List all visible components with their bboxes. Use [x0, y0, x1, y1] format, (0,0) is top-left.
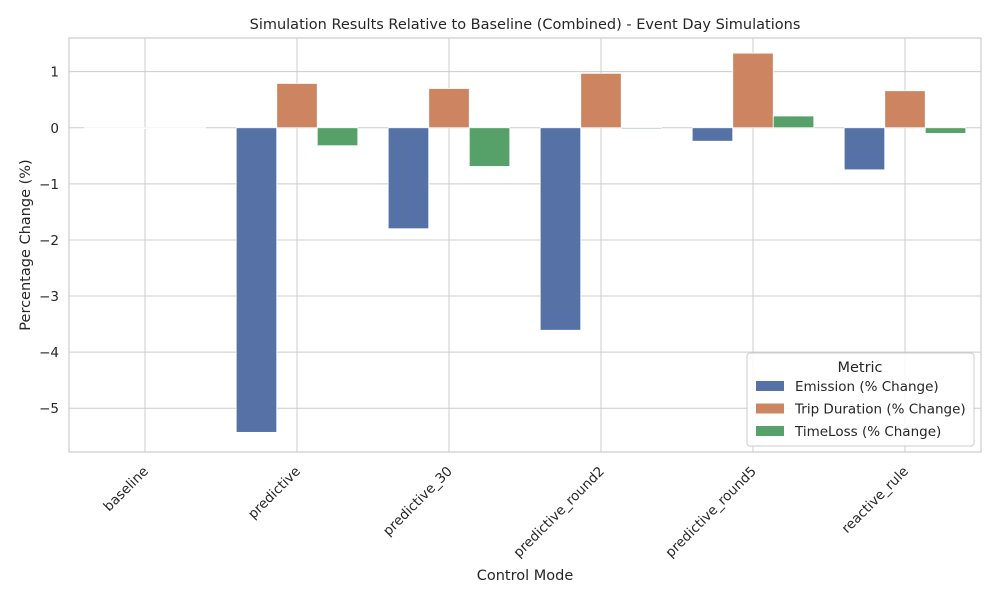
x-tick-label: predictive_round5 [662, 464, 759, 561]
x-tick-label: reactive_rule [839, 464, 912, 537]
legend-swatch [756, 403, 784, 414]
y-tick-label: −4 [39, 345, 59, 361]
x-tick-label: predictive_30 [380, 464, 456, 540]
bar-predictive-round5-3 [772, 115, 815, 129]
y-tick-label: −5 [39, 401, 59, 417]
y-tick-label: −1 [39, 177, 59, 193]
legend-label: Trip Duration (% Change) [794, 402, 966, 418]
legend-label: TimeLoss (% Change) [794, 424, 941, 440]
bar-reactive-rule-3 [924, 127, 967, 134]
bar-predictive-30-1 [387, 127, 430, 230]
legend-swatch [756, 426, 784, 436]
legend: Metric Emission (% Change) Trip Duration … [746, 352, 975, 447]
chart-title: Simulation Results Relative to Baseline … [250, 17, 801, 33]
y-tick-label: 1 [50, 65, 59, 81]
y-tick-labels: 1 0 −1 −2 −3 −4 −5 [39, 65, 59, 418]
bar-predictive-round2-1 [539, 127, 582, 331]
bars-layer [83, 52, 967, 433]
bar-predictive-round2-3 [620, 127, 663, 130]
bar-predictive-3 [316, 127, 359, 147]
y-tick-label: −3 [39, 289, 59, 305]
x-tick-label: predictive_round2 [510, 464, 607, 561]
plot-frame [68, 37, 982, 453]
y-axis-label: Percentage Change (%) [18, 159, 34, 330]
legend-swatch [756, 381, 784, 391]
legend-title: Metric [837, 360, 882, 376]
bar-baseline-2 [124, 127, 166, 129]
bar-predictive-30-2 [428, 88, 470, 129]
bar-reactive-rule-1 [843, 127, 886, 171]
x-axis-label: Control Mode [477, 568, 574, 584]
bar-predictive-2 [276, 83, 318, 129]
x-tick-labels: baseline predictive predictive_30 predictiv… [101, 464, 912, 561]
y-tick-label: 0 [50, 121, 59, 137]
bar-reactive-rule-2 [884, 90, 926, 129]
bar-predictive-1 [235, 127, 278, 433]
bar-baseline-1 [83, 127, 126, 129]
legend-box [746, 352, 975, 447]
x-tick-label: baseline [101, 464, 152, 515]
bar-predictive-round5-2 [732, 52, 774, 129]
x-tick-label: predictive [245, 464, 304, 523]
y-tick-label: −2 [39, 233, 59, 249]
legend-label: Emission (% Change) [795, 379, 939, 395]
bar-predictive-round5-1 [691, 127, 734, 142]
bar-baseline-3 [164, 127, 207, 129]
bar-predictive-round2-2 [580, 72, 622, 129]
bar-predictive-30-3 [468, 127, 511, 167]
